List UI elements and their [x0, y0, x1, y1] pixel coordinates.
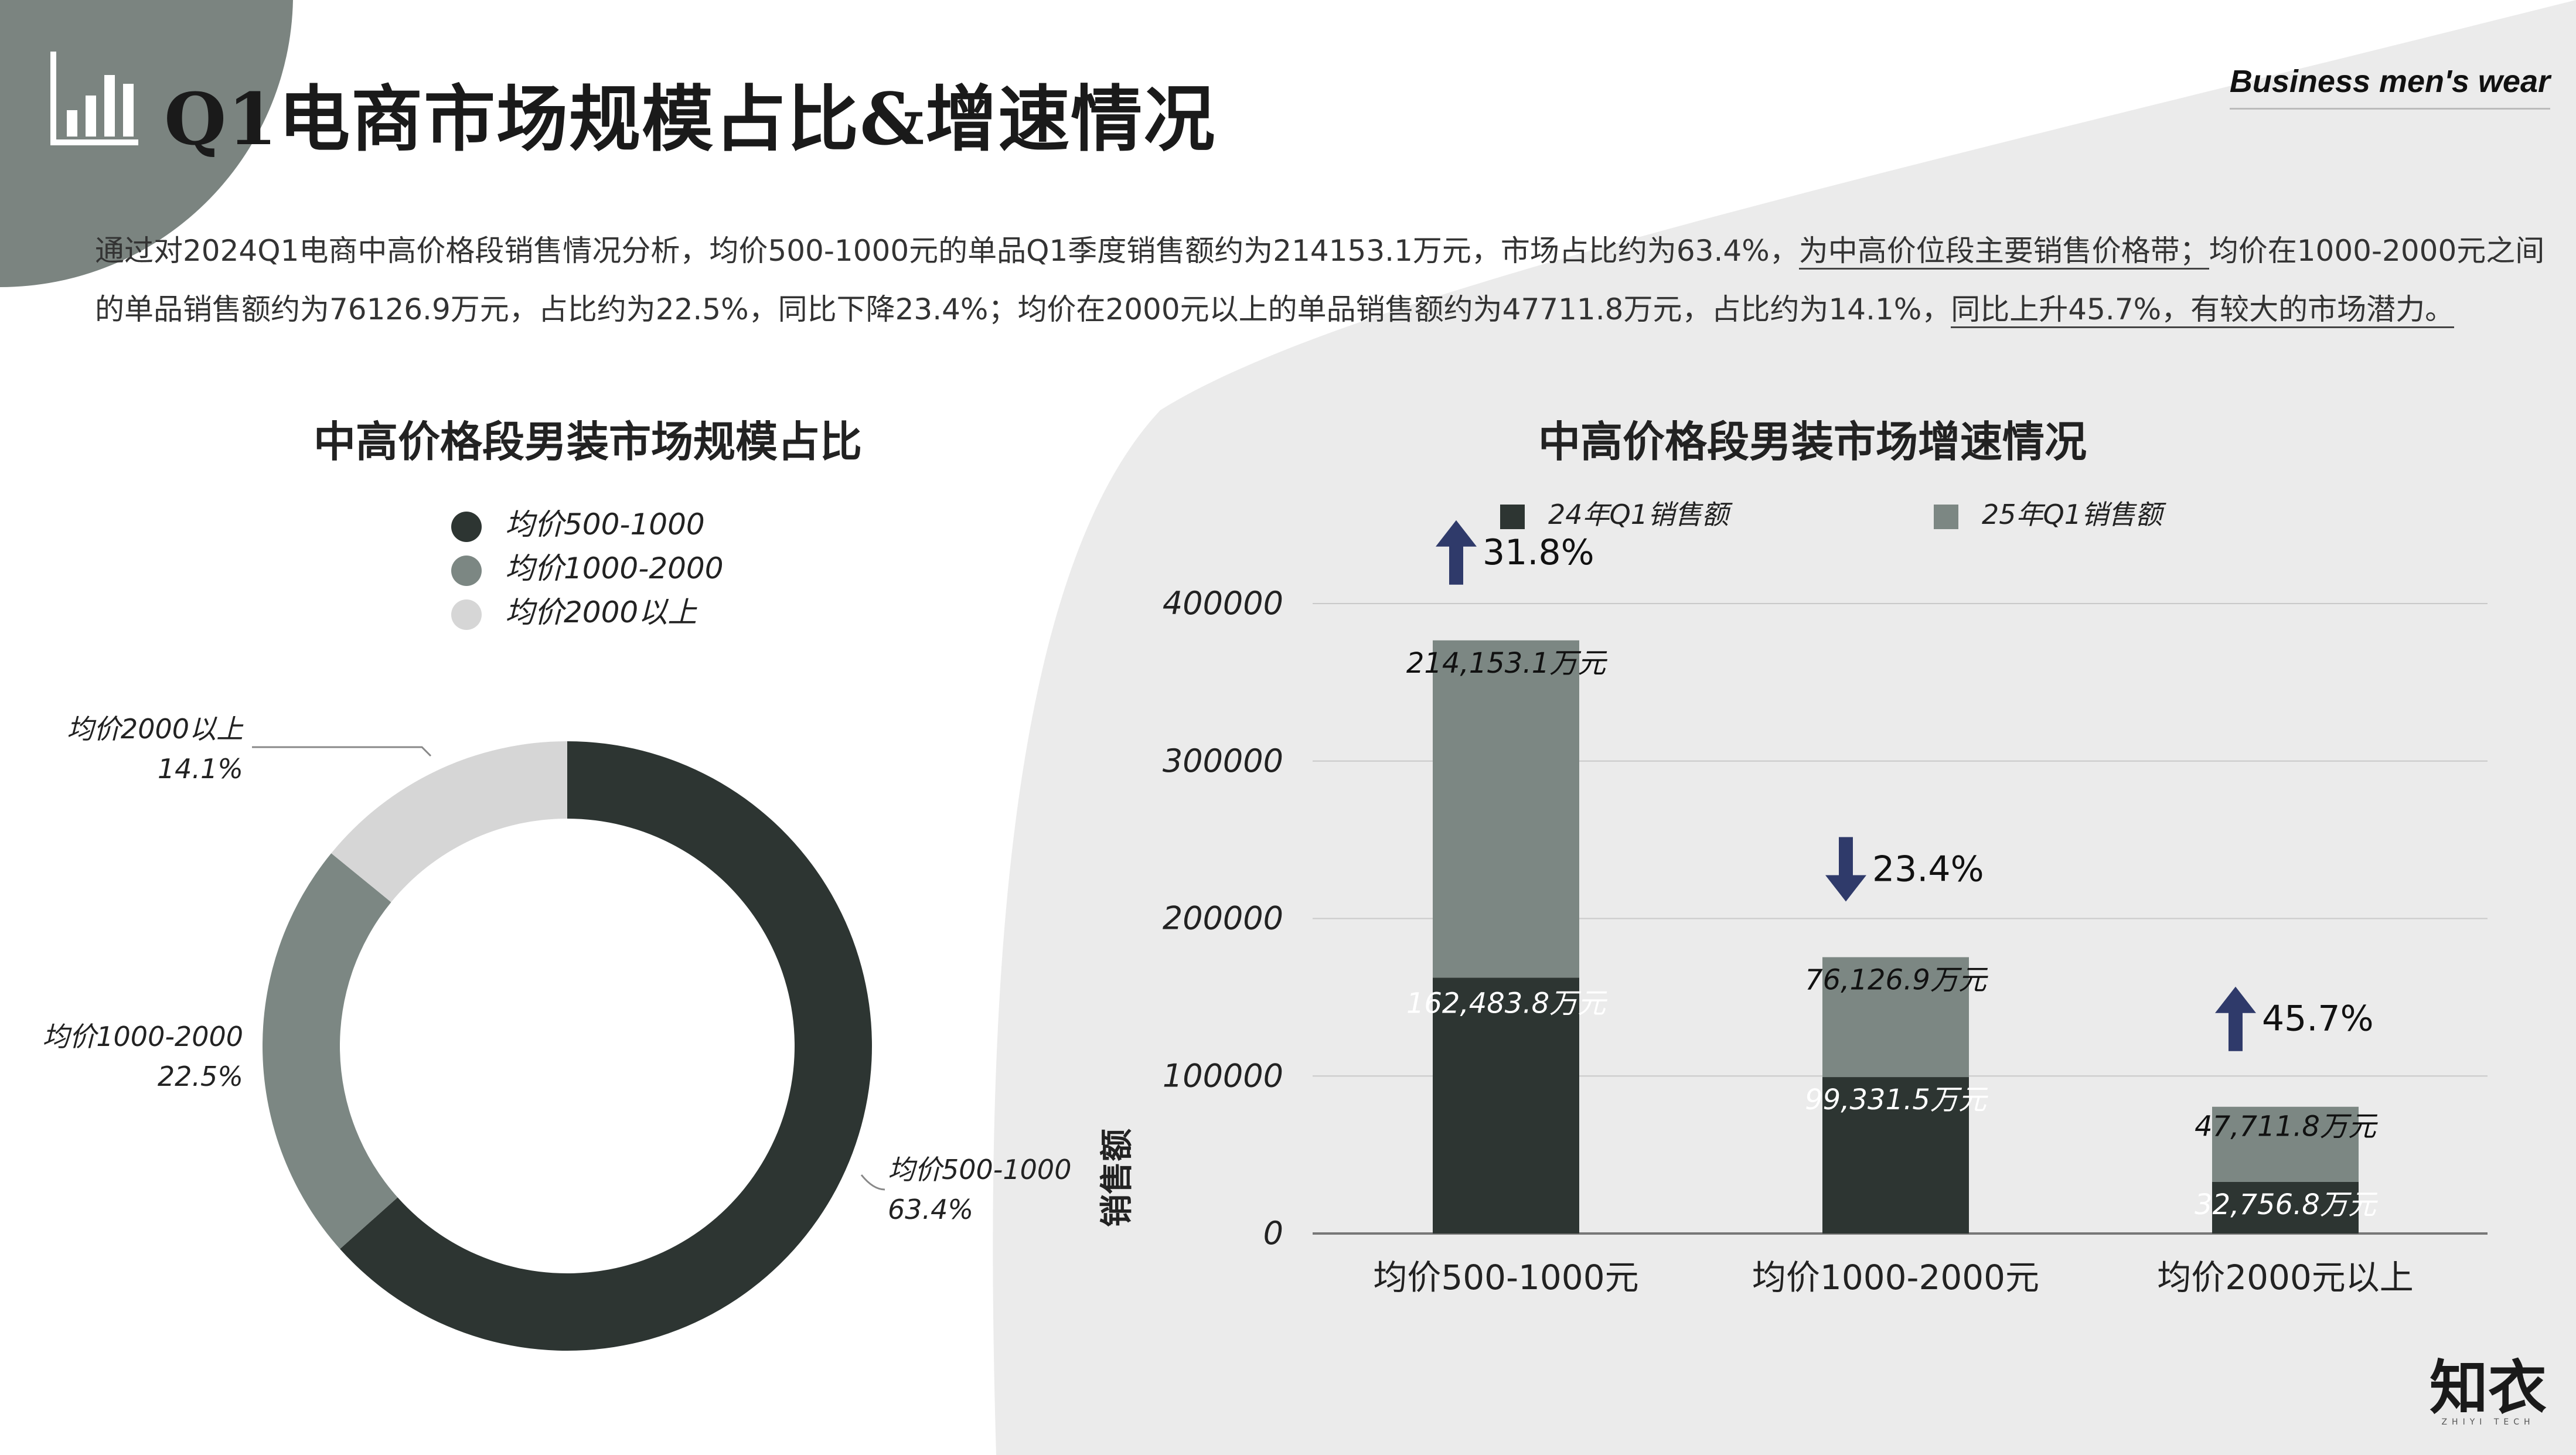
brand-tag: Business men's wear	[2229, 63, 2550, 110]
leader-line	[252, 746, 432, 757]
pie-chart-title: 中高价格段男装市场规模占比	[314, 417, 863, 466]
bar-segment-24q1	[1433, 977, 1579, 1233]
x-category-label: 均价2000元以上	[2157, 1258, 2414, 1297]
legend-label: 25年Q1销售额	[1982, 499, 2163, 530]
y-tick-label: 200000	[1163, 900, 1283, 937]
bar-chart-title: 中高价格段男装市场增速情况	[1538, 417, 2087, 466]
pie-label-500-1000: 均价500-1000 63.4%	[888, 1150, 1071, 1229]
pie-slice	[262, 853, 398, 1249]
bar-segment-25q1	[1822, 957, 1969, 1078]
bar-segment-25q1	[2212, 1106, 2359, 1182]
pie-slice	[340, 741, 872, 1351]
intro-text-1: 通过对2024Q1电商中高价格段销售情况分析，均价500-1000元的单品Q1季…	[95, 234, 1799, 268]
y-axis-label: 销售额	[1098, 1129, 1136, 1227]
arrow-up-icon	[1436, 520, 1477, 585]
bar-value-label: 76,126.9万元	[1805, 963, 1989, 996]
brand-logo: 知衣 ZHIYI TECH	[2430, 1359, 2547, 1427]
grey-panel	[993, 0, 2576, 1455]
slice-value: 22.5%	[157, 1061, 243, 1092]
legend-label: 均价2000以上	[505, 595, 697, 629]
intro-highlight-1: 为中高价位段主要销售价格带；	[1798, 234, 2209, 270]
bar-value-label: 47,711.8万元	[2195, 1110, 2379, 1143]
growth-label: 45.7%	[2262, 999, 2374, 1040]
arrow-down-icon	[1825, 837, 1866, 902]
logo-subtext: ZHIYI TECH	[2441, 1417, 2535, 1427]
pie-legend-item: 均价1000-2000	[451, 545, 724, 587]
corner-circle	[0, 0, 293, 288]
bar-segment-25q1	[1433, 640, 1579, 978]
slice-value: 14.1%	[157, 753, 243, 785]
pie-label-2000-plus: 均价2000以上 14.1%	[59, 709, 243, 789]
pie-label-1000-2000: 均价1000-2000 22.5%	[35, 1017, 243, 1096]
bar-segment-24q1	[1822, 1077, 1969, 1233]
bar-value-label: 162,483.8万元	[1406, 987, 1608, 1020]
legend-swatch	[451, 599, 482, 630]
page-title: Q1电商市场规模占比&增速情况	[164, 77, 1217, 161]
y-tick-label: 0	[1263, 1215, 1283, 1252]
legend-swatch	[1500, 504, 1525, 529]
x-category-label: 均价1000-2000元	[1752, 1258, 2039, 1297]
y-tick-label: 300000	[1163, 742, 1283, 779]
leader-line	[860, 1174, 885, 1191]
intro-text-2: 均价在1000-2000元之间的单品销售额约为76126.9万元，占比约为22.…	[95, 234, 2545, 326]
pie-slice	[331, 741, 567, 902]
legend-label: 均价1000-2000	[505, 551, 724, 585]
legend-swatch	[1934, 504, 1958, 529]
y-tick-label: 100000	[1163, 1057, 1283, 1094]
legend-label: 均价500-1000	[505, 507, 705, 541]
bar-legend-item: 24年Q1销售额	[1500, 493, 1729, 532]
intro-paragraph: 通过对2024Q1电商中高价格段销售情况分析，均价500-1000元的单品Q1季…	[95, 222, 2556, 339]
pie-legend-item: 均价500-1000	[451, 501, 705, 543]
bar-value-label: 214,153.1万元	[1406, 647, 1608, 680]
arrow-up-icon	[2215, 986, 2256, 1051]
y-tick-label: 400000	[1163, 585, 1283, 622]
growth-label: 23.4%	[1872, 849, 1984, 890]
slice-value: 63.4%	[888, 1194, 974, 1225]
bar-value-label: 32,756.8万元	[2195, 1188, 2379, 1221]
intro-highlight-2: 同比上升45.7%，有较大的市场潜力。	[1951, 292, 2455, 328]
bar-segment-24q1	[2212, 1181, 2359, 1233]
legend-label: 24年Q1销售额	[1548, 499, 1729, 530]
bar-chart-icon	[50, 52, 138, 145]
x-category-label: 均价500-1000元	[1373, 1258, 1638, 1297]
bar-value-label: 99,331.5万元	[1805, 1083, 1989, 1116]
logo-mark: 知衣	[2430, 1354, 2547, 1422]
legend-swatch	[451, 555, 482, 586]
pie-legend-item: 均价2000以上	[451, 589, 697, 631]
bar-legend-item: 25年Q1销售额	[1934, 493, 2162, 532]
slice-name: 均价1000-2000	[42, 1021, 243, 1052]
slice-name: 均价2000以上	[66, 713, 243, 745]
growth-label: 31.8%	[1483, 532, 1594, 573]
legend-swatch	[451, 511, 482, 542]
slice-name: 均价500-1000	[888, 1154, 1072, 1185]
